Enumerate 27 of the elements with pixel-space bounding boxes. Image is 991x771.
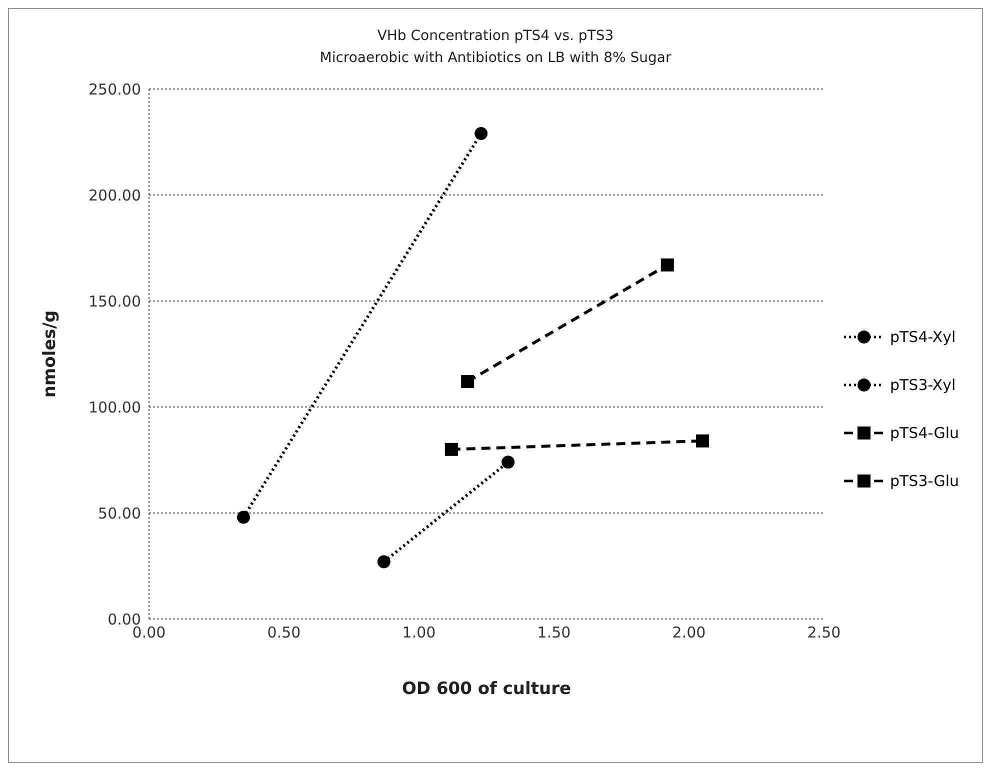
x-tick-label: 2.00 <box>672 624 706 642</box>
y-tick-label: 200.00 <box>88 186 141 204</box>
y-tick-label: 50.00 <box>98 504 141 522</box>
x-tick-label: 0.00 <box>132 624 166 642</box>
point <box>461 375 474 388</box>
point <box>377 555 390 568</box>
point <box>696 434 709 448</box>
x-tick-label: 0.50 <box>267 624 301 642</box>
y-tick-label: 150.00 <box>88 292 141 310</box>
y-tick-label: 250.00 <box>88 80 141 98</box>
point <box>474 127 488 140</box>
y-tick-label: 100.00 <box>88 398 141 416</box>
y-axis-title: nmoles/g <box>40 310 60 398</box>
legend-label: pTS3-Glu <box>890 472 959 490</box>
legend-label: pTS3-Xyl <box>890 376 956 394</box>
x-tick-label: 1.50 <box>537 624 571 642</box>
legend-label: pTS4-Glu <box>890 424 959 442</box>
point <box>660 258 674 272</box>
x-axis-title: OD 600 of culture <box>402 679 572 699</box>
x-tick-label: 2.50 <box>807 624 841 642</box>
point <box>444 442 458 456</box>
chart-subtitle: Microaerobic with Antibiotics on LB with 8% Sugar <box>318 49 672 68</box>
chart-title: VHb Concentration pTS4 vs. pTS3 <box>376 27 615 46</box>
point <box>237 510 250 524</box>
point <box>502 456 515 469</box>
legend-label: pTS4-Xyl <box>890 328 956 346</box>
x-tick-label: 1.00 <box>402 624 436 642</box>
